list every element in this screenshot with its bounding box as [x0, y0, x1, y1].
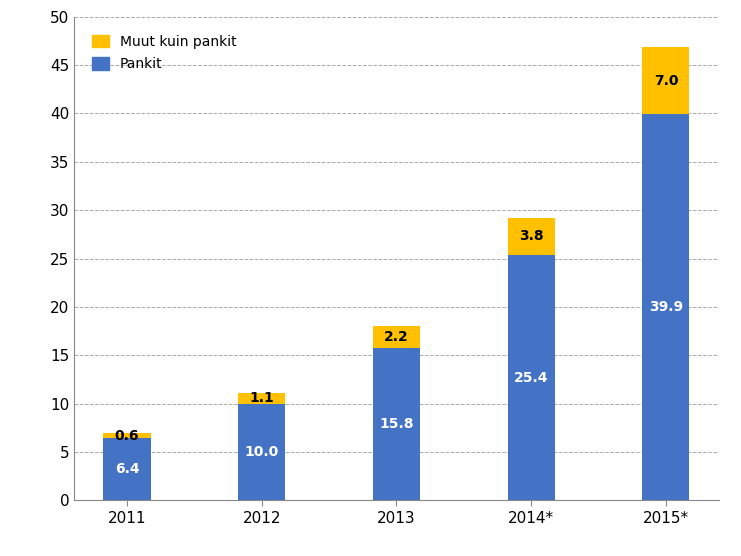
Bar	[642, 47, 689, 115]
Bar	[642, 115, 689, 500]
Bar	[238, 404, 285, 500]
Bar	[104, 433, 150, 439]
Text: 39.9: 39.9	[649, 300, 683, 314]
Bar	[508, 255, 555, 500]
Text: 25.4: 25.4	[514, 370, 548, 385]
Bar	[508, 218, 555, 255]
Bar	[373, 348, 420, 500]
Text: 6.4: 6.4	[115, 463, 139, 476]
Text: 2.2: 2.2	[384, 330, 409, 344]
Legend: Muut kuin pankit, Pankit: Muut kuin pankit, Pankit	[81, 23, 247, 82]
Bar	[238, 393, 285, 404]
Text: 7.0: 7.0	[654, 73, 678, 87]
Text: 10.0: 10.0	[245, 445, 279, 459]
Text: 3.8: 3.8	[519, 229, 543, 244]
Text: 0.6: 0.6	[115, 429, 139, 443]
Text: 15.8: 15.8	[379, 417, 413, 431]
Bar	[104, 439, 150, 500]
Text: 1.1: 1.1	[249, 391, 274, 405]
Bar	[373, 326, 420, 348]
